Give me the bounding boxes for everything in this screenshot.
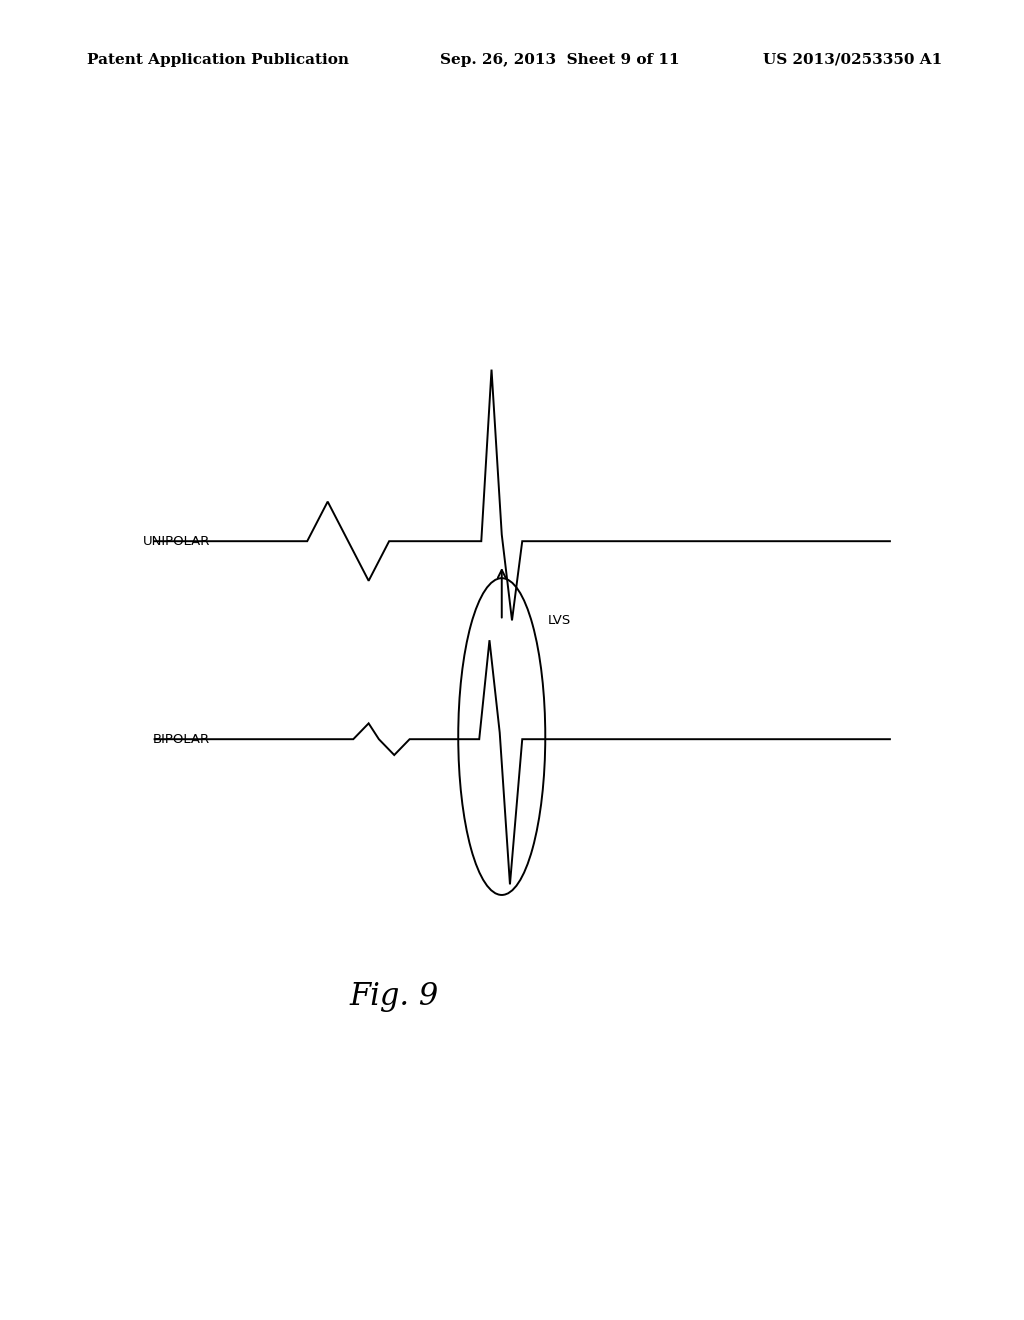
- Text: BIPOLAR: BIPOLAR: [153, 733, 210, 746]
- Text: UNIPOLAR: UNIPOLAR: [142, 535, 210, 548]
- Text: Patent Application Publication: Patent Application Publication: [87, 53, 349, 67]
- Text: Fig. 9: Fig. 9: [349, 981, 439, 1012]
- Text: Sep. 26, 2013  Sheet 9 of 11: Sep. 26, 2013 Sheet 9 of 11: [440, 53, 680, 67]
- Text: LVS: LVS: [548, 614, 571, 627]
- Text: US 2013/0253350 A1: US 2013/0253350 A1: [763, 53, 942, 67]
